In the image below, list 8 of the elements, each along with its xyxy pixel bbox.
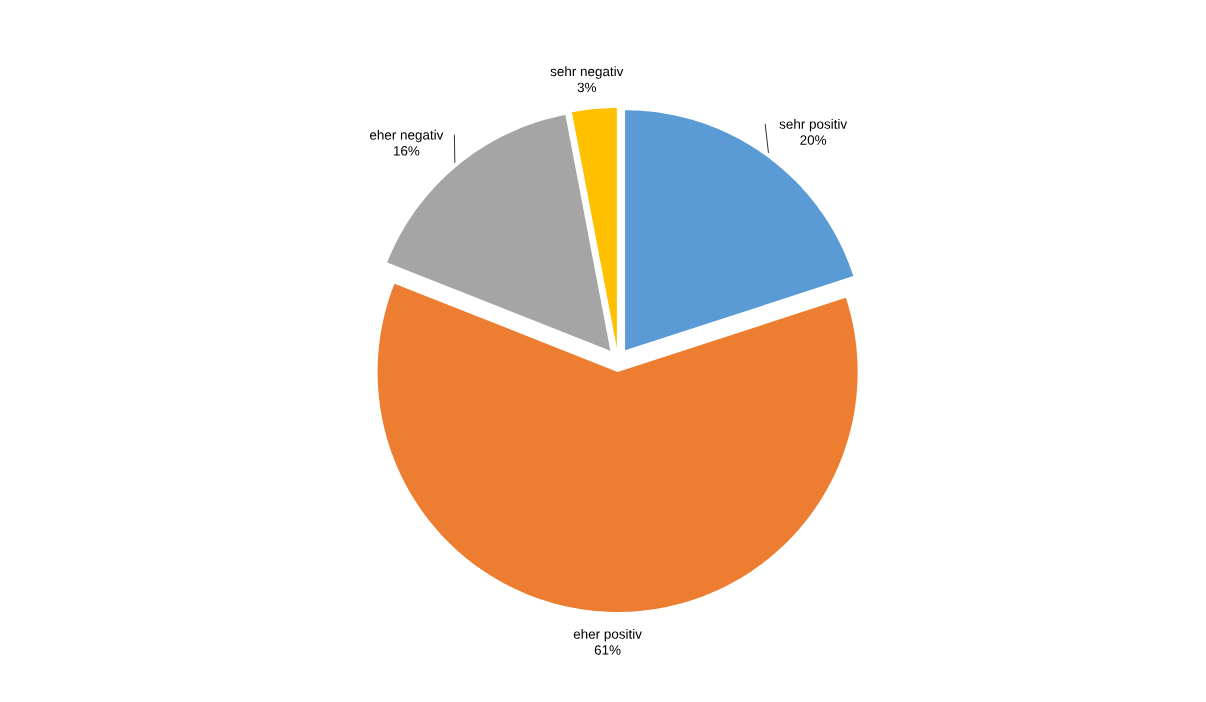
- slice-label: sehr negativ: [550, 66, 624, 79]
- slice-label: eher positiv: [573, 628, 642, 642]
- data-label: 20%: [800, 135, 827, 145]
- data-label: 16%: [393, 146, 420, 156]
- slice-label: sehr positiv: [779, 118, 848, 132]
- slice-label: eher negativ: [369, 129, 444, 143]
- data-label: 3%: [577, 82, 597, 93]
- data-label: 61%: [594, 645, 621, 655]
